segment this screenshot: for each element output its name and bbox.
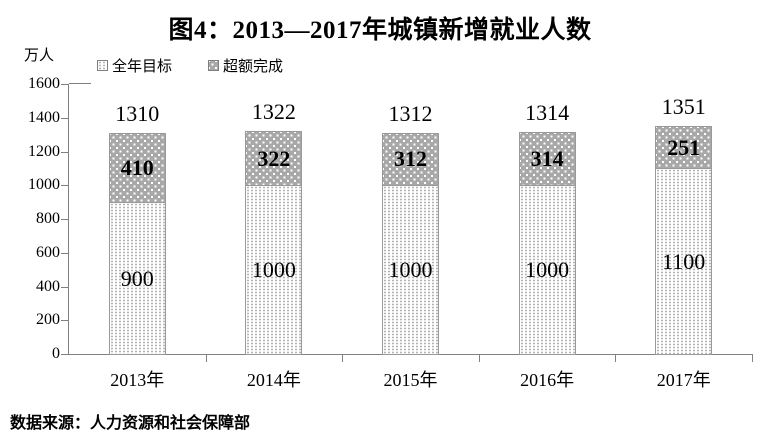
legend-item-target: 全年目标 bbox=[97, 55, 172, 76]
bar-value-target: 1000 bbox=[251, 257, 296, 283]
legend-label-target: 全年目标 bbox=[112, 58, 173, 75]
x-category-label: 2013年 bbox=[110, 370, 165, 390]
bar-segment-over: 322 bbox=[245, 130, 303, 187]
bar-total-label: 1314 bbox=[525, 100, 570, 126]
bar-segment-over: 312 bbox=[382, 132, 439, 187]
legend-item-over: 超额完成 bbox=[208, 55, 283, 76]
y-tick-label: 800 bbox=[36, 210, 60, 227]
x-tick-mark bbox=[342, 355, 343, 362]
bar-value-over: 322 bbox=[257, 145, 291, 171]
y-tick-mark bbox=[61, 118, 68, 119]
bar-segment-over: 314 bbox=[518, 132, 576, 187]
y-tick-mark bbox=[61, 84, 68, 85]
y-tick-label: 1000 bbox=[28, 176, 60, 193]
bar-segment-over: 251 bbox=[655, 126, 713, 170]
bar-value-target: 1000 bbox=[388, 257, 433, 283]
legend-label-over: 超额完成 bbox=[223, 58, 284, 75]
y-tick-label: 1600 bbox=[28, 75, 60, 92]
bar-segment-target: 900 bbox=[108, 202, 166, 355]
x-tick-mark bbox=[206, 355, 207, 362]
y-axis-unit-label: 万人 bbox=[24, 47, 55, 64]
bar-total-label: 1351 bbox=[661, 94, 706, 120]
y-axis-line bbox=[68, 84, 69, 355]
legend-swatch-target-pattern-icon bbox=[97, 60, 108, 71]
bar-total-label: 1312 bbox=[388, 100, 433, 126]
y-tick-label: 1400 bbox=[28, 109, 60, 126]
bar-total-label: 1310 bbox=[115, 100, 160, 126]
bar-total-label: 1322 bbox=[251, 98, 296, 124]
bar-segment-target: 1000 bbox=[518, 185, 576, 355]
y-tick-mark bbox=[61, 354, 68, 355]
bar-value-over: 251 bbox=[667, 134, 701, 160]
legend: 全年目标 超额完成 bbox=[97, 55, 283, 76]
bar-segment-target: 1000 bbox=[245, 185, 303, 355]
x-category-label: 2016年 bbox=[520, 370, 575, 390]
x-tick-mark bbox=[615, 355, 616, 362]
bar-segment-over: 410 bbox=[108, 132, 166, 204]
x-tick-mark bbox=[479, 355, 480, 362]
y-tick-label: 400 bbox=[36, 278, 60, 295]
y-tick-mark bbox=[61, 219, 68, 220]
x-category-label: 2014年 bbox=[246, 370, 301, 390]
bar-value-over: 314 bbox=[530, 146, 564, 172]
x-tick-mark bbox=[752, 355, 753, 362]
y-tick-label: 0 bbox=[52, 345, 60, 362]
y-tick-mark bbox=[61, 287, 68, 288]
y-tick-mark bbox=[61, 253, 68, 254]
bar-segment-target: 1000 bbox=[382, 185, 439, 355]
y-tick-mark bbox=[61, 185, 68, 186]
y-tick-mark bbox=[61, 320, 68, 321]
chart-title: 图4：2013—2017年城镇新增就业人数 bbox=[168, 17, 592, 44]
bar-value-target: 1100 bbox=[662, 248, 706, 274]
x-category-label: 2015年 bbox=[383, 370, 438, 390]
y-tick-label: 200 bbox=[36, 311, 60, 328]
bar-value-target: 900 bbox=[120, 265, 154, 291]
y-tick-mark bbox=[61, 152, 68, 153]
bar-value-target: 1000 bbox=[525, 257, 570, 283]
source-note: 数据来源：人力资源和社会保障部 bbox=[10, 415, 251, 432]
legend-swatch-over-pattern-icon bbox=[208, 60, 220, 71]
y-axis-top-tick bbox=[69, 83, 91, 84]
x-category-label: 2017年 bbox=[656, 370, 711, 390]
y-tick-label: 600 bbox=[36, 244, 60, 261]
bar-value-over: 312 bbox=[394, 146, 427, 172]
bar-segment-target: 1100 bbox=[655, 168, 713, 355]
bar-value-over: 410 bbox=[120, 155, 154, 181]
y-tick-label: 1200 bbox=[28, 143, 60, 160]
